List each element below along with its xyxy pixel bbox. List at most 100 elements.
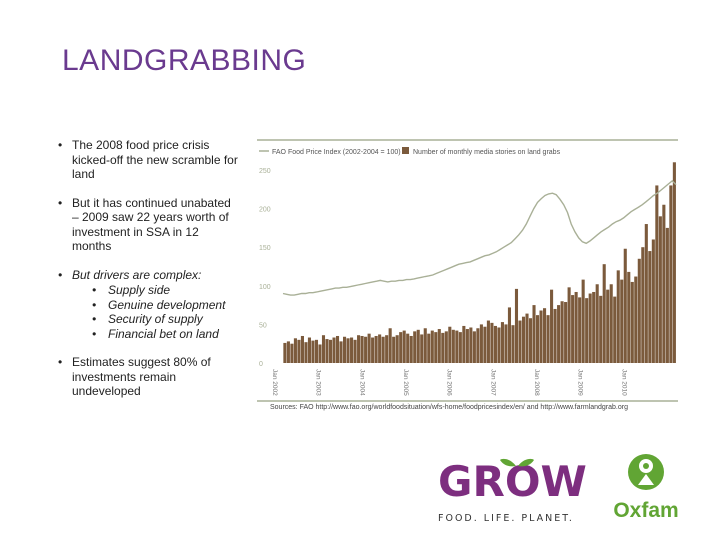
bar	[476, 328, 480, 363]
bar	[662, 204, 666, 363]
bar	[444, 331, 448, 363]
bar	[602, 264, 606, 363]
slide-title: LANDGRABBING	[62, 44, 307, 77]
oxfam-figure-icon	[628, 454, 664, 490]
y-tick-label: 100	[259, 284, 271, 291]
bar	[378, 334, 382, 363]
y-axis: 0 50 100 150 200 250	[259, 168, 271, 368]
bar	[511, 325, 515, 363]
bullet-list: The 2008 food price crisis kicked-off th…	[58, 138, 238, 413]
x-tick-label: Jan 2006	[446, 369, 453, 396]
bar	[560, 301, 564, 363]
bar	[371, 337, 375, 363]
bar	[606, 289, 610, 363]
bar	[293, 338, 297, 363]
bar	[346, 338, 350, 363]
bar	[637, 258, 641, 363]
bar	[399, 332, 403, 363]
bar	[335, 335, 340, 363]
sub-bullet-item: Security of supply	[72, 312, 238, 327]
bar	[557, 305, 561, 363]
bar	[532, 305, 536, 363]
grow-leaf-icon	[518, 458, 534, 467]
bar	[500, 322, 504, 363]
bar	[543, 308, 547, 363]
bar	[462, 325, 466, 363]
x-tick-label: Jan 2002	[271, 369, 278, 396]
x-tick-label: Jan 2003	[315, 369, 322, 396]
x-tick-label: Jan 2005	[402, 369, 409, 396]
oxfam-logo: Oxfam	[606, 452, 686, 523]
bar	[318, 344, 322, 363]
bar	[420, 334, 424, 363]
bar	[574, 291, 578, 363]
bar	[392, 336, 396, 363]
bar	[571, 295, 575, 363]
bar	[623, 248, 627, 363]
bar	[311, 340, 315, 363]
bar	[427, 333, 431, 363]
legend-label-fao: FAO Food Price Index (2002-2004 = 100)	[272, 149, 401, 156]
bar	[472, 331, 476, 363]
bar	[304, 342, 308, 363]
y-tick-label: 150	[259, 245, 271, 252]
bar	[409, 335, 413, 363]
bar	[339, 341, 343, 363]
bar	[300, 335, 304, 363]
bar	[493, 325, 497, 363]
bar	[465, 329, 469, 363]
bar	[286, 341, 290, 363]
bar	[592, 291, 596, 363]
bar	[507, 307, 512, 363]
bar	[367, 333, 371, 363]
bar	[634, 276, 638, 363]
bar	[672, 162, 676, 363]
bar	[550, 289, 554, 363]
bar	[486, 320, 490, 363]
fao-index-line	[282, 179, 677, 296]
bar	[455, 330, 459, 363]
bar	[613, 296, 617, 363]
bar	[451, 329, 455, 363]
sub-bullet-item: Genuine development	[72, 298, 238, 313]
bar	[627, 271, 631, 363]
bullet-item: The 2008 food price crisis kicked-off th…	[58, 138, 238, 182]
bar	[406, 333, 410, 363]
bar	[343, 336, 347, 363]
bar	[353, 339, 357, 363]
bar	[518, 320, 522, 363]
bar	[328, 339, 333, 363]
bar	[521, 316, 526, 363]
bar	[441, 332, 445, 363]
bar	[564, 302, 568, 363]
bar	[651, 239, 655, 363]
bar	[588, 293, 592, 363]
y-tick-label: 0	[259, 361, 263, 368]
x-tick-label: Jan 2008	[533, 369, 540, 396]
bullet-text: But drivers are complex:	[72, 267, 202, 282]
bar	[357, 335, 361, 363]
bar	[469, 327, 473, 363]
bar	[430, 330, 434, 363]
bar	[620, 279, 624, 363]
bar	[528, 318, 533, 363]
bullet-item: But it has continued unabated – 2009 saw…	[58, 196, 238, 254]
bar	[665, 227, 669, 363]
bar	[595, 284, 599, 363]
bar	[546, 315, 550, 363]
bar	[402, 330, 406, 363]
bar	[483, 326, 487, 363]
bar	[332, 337, 336, 363]
chart-source: Sources: FAO http://www.fao.org/worldfoo…	[270, 404, 628, 411]
grow-wordmark: GROW	[438, 457, 587, 506]
bar	[360, 335, 364, 363]
bar	[423, 328, 427, 363]
chart-svg: FAO Food Price Index (2002-2004 = 100) N…	[257, 139, 678, 402]
bar	[514, 288, 519, 363]
bar	[648, 251, 652, 363]
bullet-item: Estimates suggest 80% of investments rem…	[58, 355, 238, 399]
chart-legend: FAO Food Price Index (2002-2004 = 100) N…	[259, 147, 561, 156]
oxfam-wordmark: Oxfam	[613, 499, 679, 522]
bar-series	[283, 162, 676, 363]
x-tick-label: Jan 2010	[620, 369, 627, 396]
